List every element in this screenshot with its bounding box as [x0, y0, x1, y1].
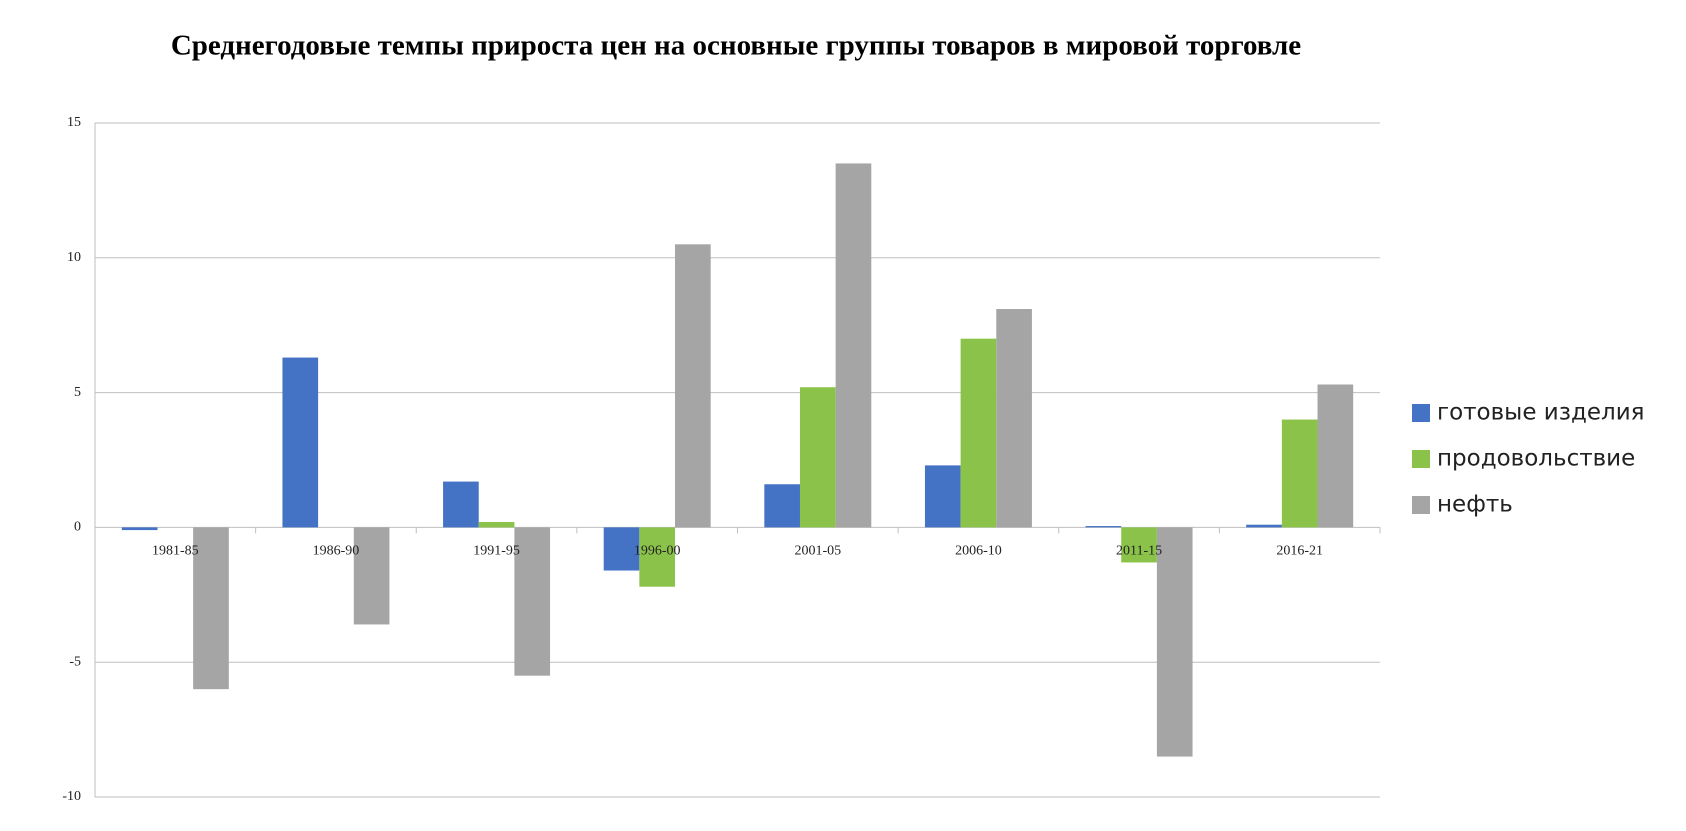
bar — [960, 338, 997, 528]
legend-label: готовые изделия — [1437, 400, 1645, 426]
bar — [1317, 384, 1354, 528]
x-tick-label: 2016-21 — [1276, 544, 1323, 559]
bar — [996, 309, 1032, 528]
x-tick-label: 2011-15 — [1116, 544, 1162, 559]
bar — [675, 244, 711, 528]
x-tick-label: 1981-85 — [152, 544, 199, 559]
x-tick-label: 1986-90 — [313, 544, 360, 559]
x-tick-label: 1996-00 — [634, 544, 681, 559]
legend-swatch — [1412, 496, 1430, 514]
bar — [1085, 526, 1122, 528]
bar — [799, 387, 836, 528]
bar — [764, 484, 800, 528]
y-tick-label: -10 — [62, 789, 81, 804]
x-tick-label: 1991-95 — [473, 544, 520, 559]
bar — [1246, 524, 1282, 528]
legend-swatch — [1412, 404, 1430, 422]
bar — [514, 527, 551, 676]
chart-title: Среднегодовые темпы прироста цен на осно… — [171, 30, 1301, 62]
y-tick-label: 0 — [74, 520, 81, 535]
bar — [282, 357, 319, 528]
y-tick-label: 5 — [74, 385, 81, 400]
bar — [835, 163, 872, 528]
bar — [443, 481, 479, 528]
y-tick-label: 10 — [67, 250, 81, 265]
bar — [193, 527, 229, 690]
x-tick-label: 2001-05 — [794, 544, 841, 559]
y-tick-label: -5 — [69, 654, 81, 669]
bar — [1281, 419, 1318, 528]
legend-label: нефть — [1437, 492, 1513, 518]
bar — [1121, 527, 1157, 563]
bar — [121, 527, 158, 531]
bar — [639, 527, 676, 587]
bar — [924, 465, 961, 528]
bar — [1156, 527, 1193, 757]
bar — [478, 522, 515, 528]
bar — [603, 527, 640, 571]
legend-swatch — [1412, 450, 1430, 468]
y-tick-label: 15 — [67, 115, 81, 130]
legend-label: продовольствие — [1437, 446, 1635, 472]
x-tick-label: 2006-10 — [955, 544, 1002, 559]
bar — [353, 527, 390, 625]
